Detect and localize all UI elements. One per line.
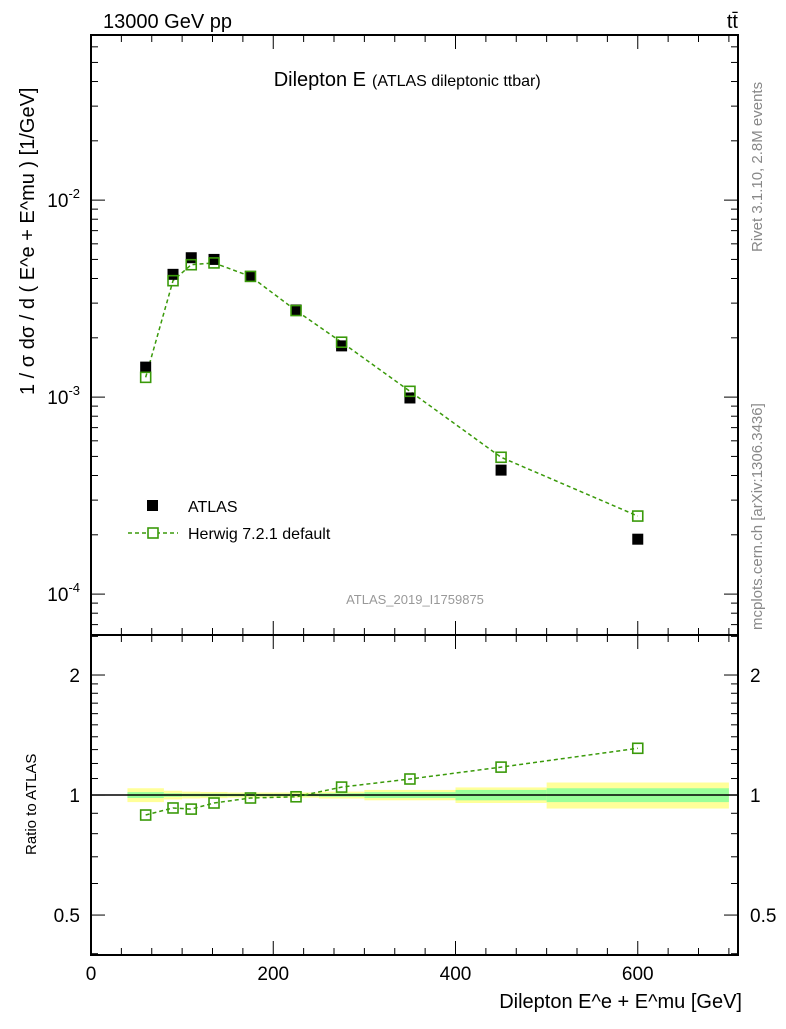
- ratio-tick-label-left: 0.5: [54, 906, 80, 927]
- herwig-point: [290, 304, 302, 317]
- y-axis-title-top: 1 / σ dσ / d ( E^e + E^mu ) [1/GeV]: [17, 88, 39, 395]
- ratio-herwig-point: [631, 742, 644, 755]
- herwig-point: [244, 270, 257, 283]
- ratio-herwig-point: [244, 792, 257, 804]
- ratio-herwig-point: [185, 803, 198, 815]
- top-panel-frame: [90, 34, 739, 636]
- analysis-id: ATLAS_2019_I1759875: [346, 592, 484, 607]
- chart-title: Dilepton E: [274, 69, 366, 91]
- y-tick-label: 10-4: [47, 580, 80, 606]
- atlas-data-point: [495, 464, 507, 476]
- ratio-herwig-point: [290, 790, 302, 803]
- ratio-herwig-point: [495, 761, 507, 773]
- legend-atlas-label: ATLAS: [188, 499, 238, 516]
- ratio-tick-label-left: 2: [69, 666, 80, 687]
- y-tick-label: 10-2: [47, 186, 80, 212]
- chart-subtitle: (ATLAS dileptonic ttbar): [372, 73, 541, 90]
- herwig-point: [335, 336, 348, 349]
- legend-herwig-marker: [147, 527, 159, 539]
- ratio-herwig-point: [167, 802, 179, 814]
- herwig-point: [404, 385, 416, 398]
- ratio-herwig-point: [335, 781, 348, 793]
- herwig-point: [631, 510, 644, 522]
- x-tick-label: 600: [622, 964, 654, 985]
- atlas-data-point: [336, 340, 348, 352]
- herwig-line: [144, 262, 639, 517]
- herwig-point: [167, 274, 179, 287]
- ratio-tick-label-right: 1: [750, 786, 761, 807]
- x-tick-label: 0: [86, 964, 97, 985]
- y-tick-label: 10-3: [47, 383, 80, 409]
- herwig-point: [185, 258, 198, 271]
- x-axis-title: Dilepton E^e + E^mu [GeV]: [499, 991, 742, 1013]
- atlas-data-point: [632, 533, 644, 545]
- x-tick-label: 400: [440, 964, 472, 985]
- ratio-herwig-point: [404, 773, 416, 785]
- legend: ATLAS Herwig 7.2.1 default: [128, 499, 331, 543]
- header-left: 13000 GeV pp: [103, 11, 232, 33]
- herwig-point: [139, 371, 152, 384]
- legend-herwig-label: Herwig 7.2.1 default: [188, 526, 331, 543]
- atlas-data-point: [167, 268, 179, 280]
- ratio-tick-label-right: 0.5: [750, 906, 776, 927]
- atlas-data-point: [140, 361, 152, 373]
- atlas-data-point: [244, 270, 256, 282]
- header-right: tt̄: [727, 11, 739, 33]
- atlas-data-point: [290, 304, 302, 316]
- x-tick-label: 200: [257, 964, 289, 985]
- ratio-tick-label-right: 2: [750, 666, 761, 687]
- ratio-tick-label-left: 1: [69, 786, 80, 807]
- ratio-herwig-point: [139, 809, 152, 821]
- atlas-data-point: [208, 253, 220, 265]
- atlas-data-point: [185, 252, 197, 264]
- rivet-label: Rivet 3.1.10, 2.8M events: [749, 82, 766, 252]
- legend-atlas-marker: [147, 500, 158, 511]
- herwig-point: [495, 451, 507, 464]
- ratio-herwig-line: [145, 747, 638, 816]
- herwig-point: [208, 257, 220, 269]
- ratio-herwig-point: [208, 797, 220, 809]
- atlas-data-point: [404, 392, 416, 404]
- y-axis-title-ratio: Ratio to ATLAS: [23, 754, 40, 855]
- mcplots-label: mcplots.cern.ch [arXiv:1306.3436]: [749, 403, 766, 630]
